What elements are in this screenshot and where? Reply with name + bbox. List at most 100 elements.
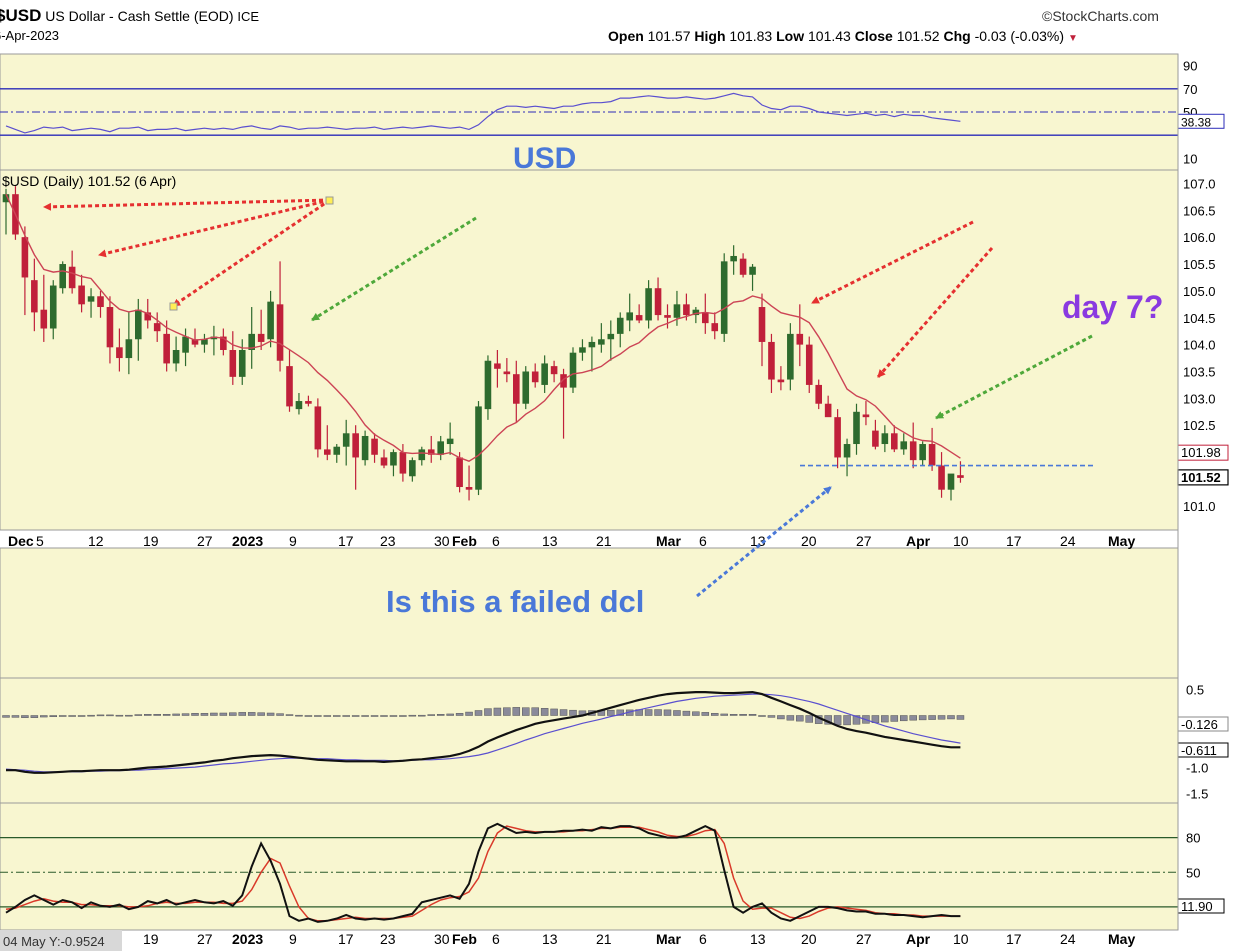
candle-body <box>267 301 274 340</box>
macd-histogram-bar <box>77 715 86 717</box>
annotation-arrow-red <box>43 198 331 211</box>
x-tick-label: 24 <box>1060 533 1076 549</box>
candle-body <box>333 446 341 455</box>
candle-body <box>768 341 775 380</box>
candle-body <box>824 403 832 418</box>
macd-histogram-bar <box>2 715 10 718</box>
macd-histogram-bar <box>484 708 492 716</box>
candle-body <box>456 457 463 488</box>
x-tick-label-bottom: 6 <box>699 931 707 947</box>
x-tick-label: Mar <box>656 533 681 549</box>
candle-body <box>947 473 955 490</box>
candle-body <box>938 465 945 490</box>
price-tick-label: 102.5 <box>1183 418 1216 433</box>
x-tick-label: 19 <box>143 533 159 549</box>
candle-body <box>598 339 605 345</box>
rsi-line <box>5 92 961 134</box>
candle-body <box>371 438 378 455</box>
price-tick-label: 106.5 <box>1183 203 1216 218</box>
candle-body <box>739 258 747 275</box>
candle-body <box>172 350 180 364</box>
candle-body <box>616 317 624 334</box>
candle-body <box>399 452 407 474</box>
stoch-d-line <box>5 825 961 922</box>
candle-body <box>106 307 114 348</box>
chg-arrow: ▼ <box>1067 33 1078 44</box>
macd-histogram-bar <box>777 715 785 720</box>
macd-histogram-bar <box>162 714 171 716</box>
x-tick-label-bottom: 20 <box>801 931 817 947</box>
candle-body <box>692 309 700 316</box>
macd-histogram-bar <box>937 715 946 720</box>
candle-body <box>560 374 567 388</box>
macd-histogram-bar <box>370 715 379 717</box>
candle-body <box>928 444 936 466</box>
candle-body <box>872 430 879 447</box>
candle-body <box>305 401 312 404</box>
macd-histogram-bar <box>465 711 473 716</box>
x-tick-label-bottom: 6 <box>492 931 500 947</box>
candle-body <box>31 280 38 313</box>
ohlc-readout: Open 101.57 High 101.83 Low 101.43 Close… <box>608 28 1078 44</box>
candle-body <box>749 266 756 275</box>
macd-histogram-bar <box>673 710 681 716</box>
macd-histogram-bar <box>493 707 502 716</box>
x-tick-label: Feb <box>452 533 477 549</box>
candle-body <box>220 336 227 350</box>
macd-histogram-bar <box>11 715 20 718</box>
candle-body <box>144 312 152 321</box>
candle-body <box>541 363 548 385</box>
macd-histogram-bar <box>833 715 842 726</box>
x-tick-label-bottom: 30 <box>434 931 450 947</box>
question-annotation: Is this a failed dcl <box>386 584 644 619</box>
x-tick-label: 13 <box>750 533 766 549</box>
macd-histogram-bar <box>682 710 691 716</box>
price-tick-label: 101.0 <box>1183 499 1216 514</box>
macd-histogram-bar <box>559 709 568 716</box>
candle-body <box>465 487 473 490</box>
candle-body <box>550 366 558 375</box>
macd-histogram-bar <box>758 715 766 717</box>
macd-histogram-bar <box>900 715 908 722</box>
macd-histogram-bar <box>796 715 804 722</box>
candle-body <box>87 296 95 302</box>
macd-tick-label: -1.5 <box>1186 787 1208 802</box>
annotation-arrow-red <box>876 247 994 378</box>
stoch-k-line <box>5 822 961 923</box>
x-tick-label-bottom: 10 <box>953 931 969 947</box>
macd-histogram-bar <box>58 715 67 717</box>
high-label: High <box>694 28 726 44</box>
candle-body <box>361 435 369 461</box>
candle-body <box>40 309 48 329</box>
stoch-tick-label: 50 <box>1186 865 1200 880</box>
macd-histogram-bar <box>106 714 114 717</box>
candle-body <box>683 304 690 316</box>
x-tick-label: 30 <box>434 533 450 549</box>
blank-panel <box>0 547 1179 679</box>
x-tick-label: May <box>1108 533 1135 549</box>
candle-body <box>626 312 633 321</box>
x-tick-label-bottom: 27 <box>197 931 213 947</box>
candle-body <box>588 341 596 348</box>
macd-histogram-bar <box>909 715 917 721</box>
candle-body <box>494 363 501 369</box>
macd-histogram-bar <box>276 713 284 716</box>
candle-body <box>579 347 586 353</box>
candle-body <box>2 194 10 203</box>
candle-body <box>673 304 681 318</box>
x-tick-label-bottom: 13 <box>750 931 766 947</box>
macd-histogram-bar <box>540 708 549 716</box>
x-tick-label-bottom: 21 <box>596 931 612 947</box>
macd-histogram-bar <box>644 709 653 716</box>
macd-histogram-bar <box>569 709 577 716</box>
high-value: 101.83 <box>729 28 773 44</box>
candle-body <box>409 460 416 477</box>
macd-line <box>6 690 961 774</box>
candle-body <box>796 333 804 345</box>
macd-histogram-bar <box>654 709 662 716</box>
candle-body <box>777 379 785 383</box>
candle-body <box>182 336 189 353</box>
macd-histogram-bar <box>947 715 955 720</box>
candle-body <box>49 285 57 329</box>
candle-body <box>635 315 643 321</box>
